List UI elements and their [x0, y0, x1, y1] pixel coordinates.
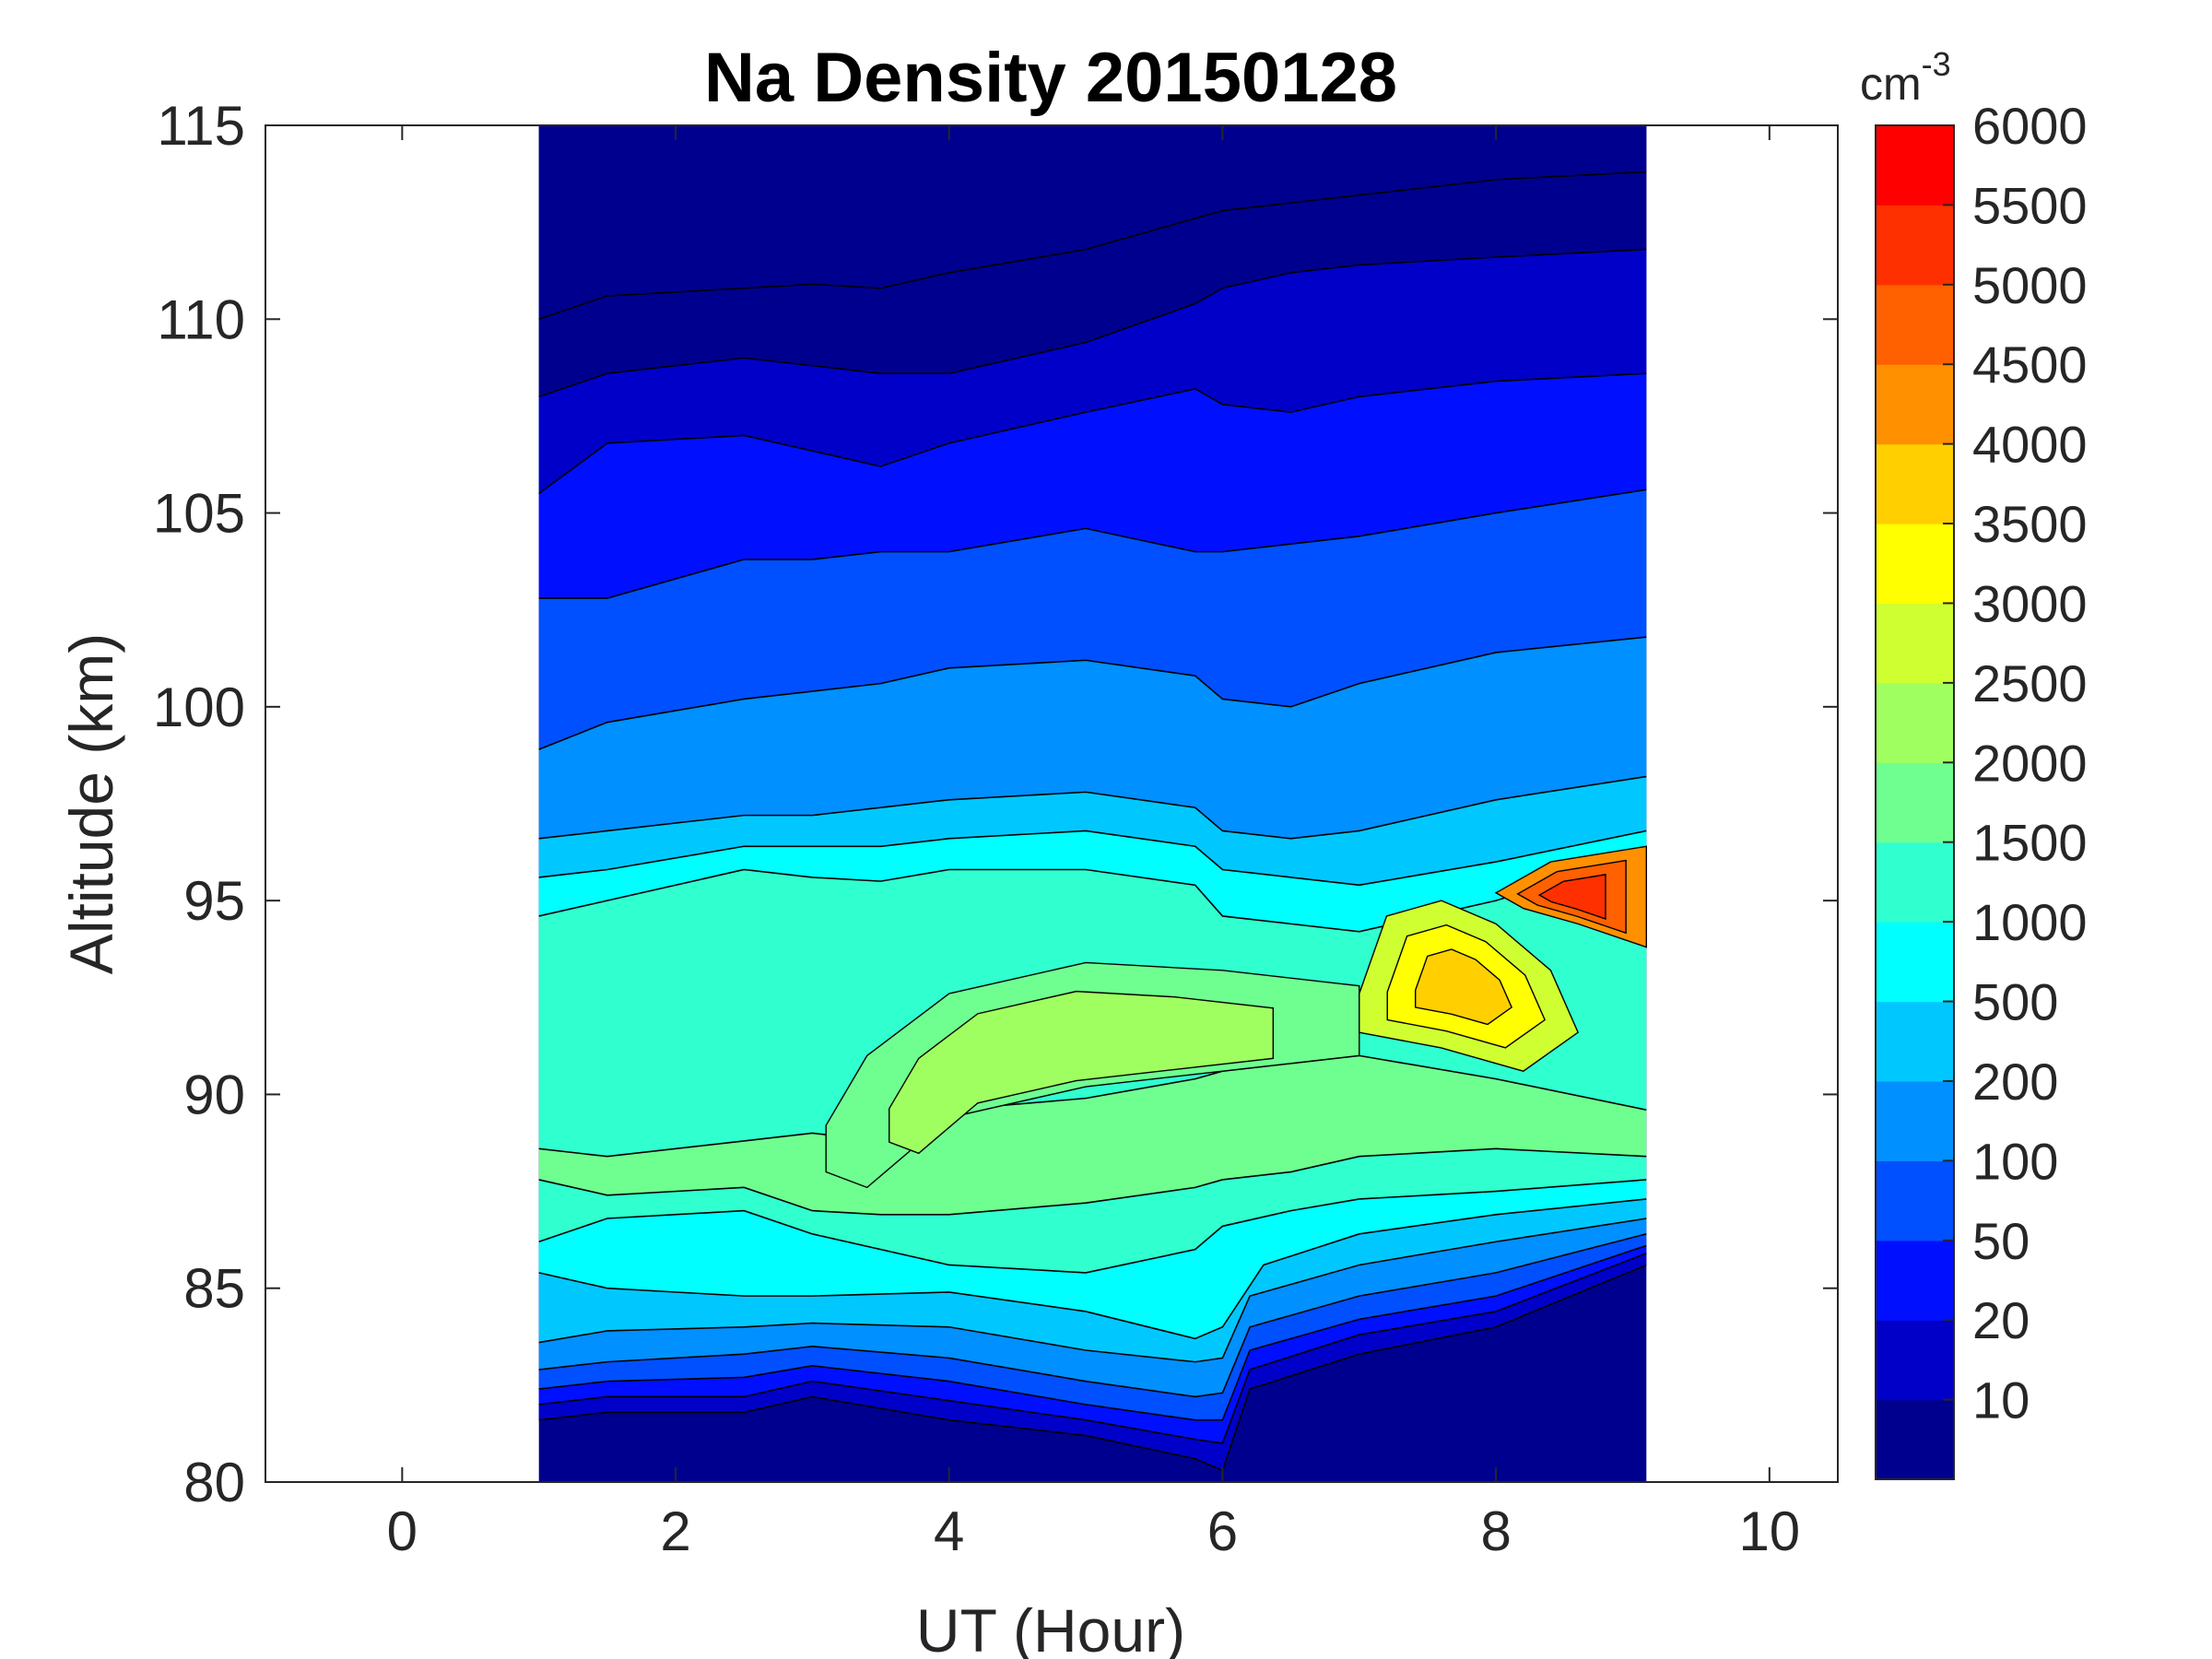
- enhancement-orange-core-2: [1537, 874, 1606, 920]
- x-tick-label-10: 10: [1738, 1500, 1800, 1562]
- x-axis: 0 2 4 6 8 10: [387, 125, 1800, 1562]
- colorbar-label-4000: 4000: [1972, 416, 2088, 474]
- colorbar-label-4500: 4500: [1972, 335, 2088, 394]
- contour-line-50: [538, 1244, 1647, 1421]
- y-axis-label: Altitude (km): [57, 633, 125, 974]
- contour-line-4000: [538, 636, 1647, 750]
- contour-line-6000: [538, 171, 1647, 321]
- colorbar-unit-exponent: -3: [1922, 45, 1951, 83]
- colorbar-swatch-2: [1876, 1240, 1954, 1321]
- colorbar-frame: [1875, 124, 1955, 1480]
- y-axis: 80 85 90 95 100 105 110 115: [153, 95, 1838, 1513]
- colorbar-label-5500: 5500: [1972, 176, 2088, 234]
- colorbar-swatch-14: [1876, 284, 1954, 365]
- contour-line-100: [538, 1233, 1647, 1398]
- y-tick-label-105: 105: [153, 483, 245, 545]
- colorbar-swatch-7: [1876, 841, 1954, 923]
- contour-line-1000: [538, 1179, 1647, 1274]
- contour-line-5000: [538, 372, 1647, 495]
- contour-line-3500: [538, 775, 1647, 840]
- colorbar-swatch-0: [1876, 1399, 1954, 1480]
- contour-band-4500: [538, 373, 1647, 599]
- contour-line-2500: [538, 853, 1647, 933]
- contour-band-200: [538, 1198, 1647, 1362]
- colorbar-swatch-12: [1876, 443, 1954, 524]
- contour-band-3500: [538, 637, 1647, 839]
- colorbar-swatch-16: [1876, 125, 1954, 206]
- colorbar-label-1500: 1500: [1972, 814, 2088, 872]
- colorbar-label-20: 20: [1972, 1291, 2030, 1349]
- colorbar-label-5000: 5000: [1972, 256, 2088, 314]
- colorbar-swatch-8: [1876, 762, 1954, 843]
- y-tick-label-100: 100: [153, 677, 245, 738]
- contour-line-10: [538, 1264, 1647, 1472]
- colorbar-label-200: 200: [1972, 1053, 2058, 1111]
- colorbar-swatch-4: [1876, 1080, 1954, 1161]
- contour-band-5000: [538, 249, 1647, 494]
- contour-band-2500: [538, 830, 1647, 932]
- colorbar-swatch-9: [1876, 682, 1954, 763]
- colorbar-swatch-5: [1876, 1001, 1954, 1082]
- x-tick-label-4: 4: [934, 1500, 964, 1562]
- x-axis-label: UT (Hour): [916, 1596, 1185, 1659]
- x-tick-label-8: 8: [1480, 1500, 1511, 1562]
- contour-band-3000: [538, 776, 1647, 886]
- plot-area: [538, 125, 1648, 1482]
- colorbar-swatch-13: [1876, 364, 1954, 445]
- contour-band-5500: [538, 171, 1647, 397]
- contour-line-20: [538, 1253, 1647, 1444]
- chart-title: Na Density 20150128: [704, 39, 1397, 117]
- enhancement-yellow-patch-2: [1415, 948, 1513, 1026]
- colorbar-label-100: 100: [1972, 1132, 2058, 1190]
- colorbar-swatch-10: [1876, 603, 1954, 684]
- contour-line-3000: [538, 830, 1647, 887]
- contour-line-1500: [538, 1147, 1647, 1216]
- plot-frame: [265, 124, 1839, 1483]
- colorbar-swatch-15: [1876, 205, 1954, 286]
- contour-line-5500: [538, 248, 1647, 398]
- contour-line-200: [538, 1218, 1647, 1363]
- enhancement-green-band-1: [888, 990, 1275, 1155]
- colorbar-label-3500: 3500: [1972, 495, 2088, 553]
- colorbar-swatch-1: [1876, 1320, 1954, 1401]
- contour-band-1000: [538, 1148, 1647, 1273]
- contour-band-4000: [538, 489, 1647, 750]
- colorbar-label-50: 50: [1972, 1212, 2030, 1270]
- colorbar-label-10: 10: [1972, 1371, 2030, 1430]
- y-tick-label-95: 95: [183, 870, 245, 932]
- x-tick-label-2: 2: [660, 1500, 690, 1562]
- colorbar: 10 20 50 100 200 500 1000 1500 2000 2500 3000 3500 4…: [1876, 97, 2088, 1480]
- contour-line-4500: [538, 488, 1647, 599]
- colorbar-swatch-11: [1876, 524, 1954, 605]
- y-tick-label-110: 110: [157, 288, 245, 350]
- contour-line-500: [538, 1198, 1647, 1340]
- colorbar-swatch-6: [1876, 922, 1954, 1003]
- colorbar-label-2500: 2500: [1972, 654, 2088, 712]
- y-tick-label-115: 115: [157, 95, 245, 157]
- contour-band-1500: [538, 1055, 1647, 1215]
- colorbar-label-500: 500: [1972, 973, 2058, 1031]
- contour-band-10: [538, 1253, 1647, 1471]
- x-tick-label-6: 6: [1207, 1500, 1238, 1562]
- colorbar-swatch-3: [1876, 1160, 1954, 1241]
- colorbar-label-1000: 1000: [1972, 893, 2088, 951]
- colorbar-label-3000: 3000: [1972, 574, 2088, 632]
- y-tick-label-90: 90: [183, 1064, 245, 1125]
- contour-band-500: [538, 1179, 1647, 1339]
- colorbar-label-2000: 2000: [1972, 734, 2088, 792]
- x-tick-label-0: 0: [387, 1500, 418, 1562]
- colorbar-unit-base: cm: [1860, 58, 1922, 110]
- colorbar-label-6000: 6000: [1972, 97, 2088, 155]
- y-tick-label-85: 85: [183, 1258, 245, 1320]
- y-tick-label-80: 80: [183, 1452, 245, 1513]
- contour-band-6000: [538, 125, 1647, 320]
- colorbar-unit: cm-3: [1860, 45, 1951, 110]
